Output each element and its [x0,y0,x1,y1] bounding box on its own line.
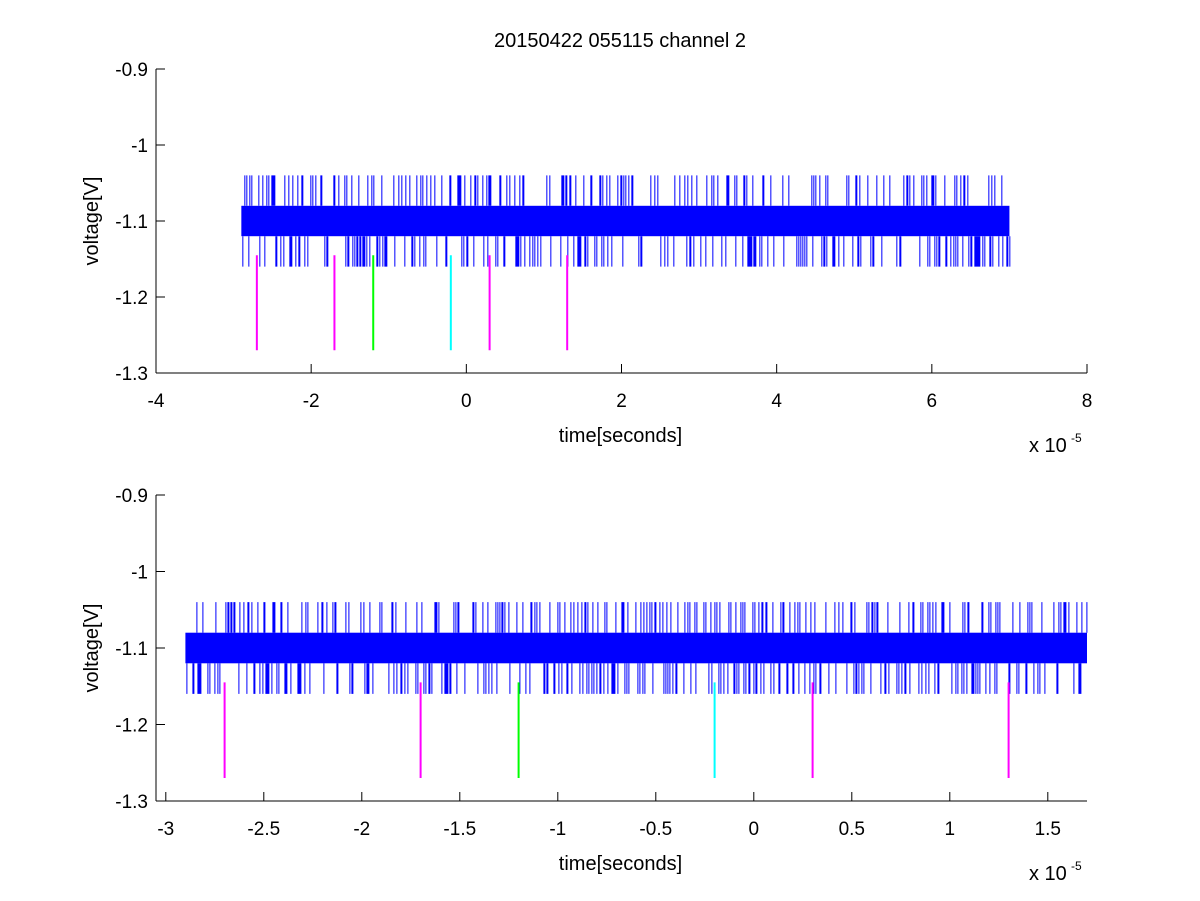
x-tick-label: -0.5 [639,819,672,840]
x-tick-label: -4 [148,391,165,412]
signal-band [185,632,1087,664]
x-tick-label: 0.5 [839,819,865,840]
x-axis-label: time[seconds] [559,425,682,447]
y-tick-label: -1.2 [115,288,148,309]
signal-series [185,602,1088,694]
x-exponent-power: -5 [1071,859,1082,873]
x-tick-label: -1.5 [443,819,476,840]
signal-series [241,175,1011,267]
y-tick-label: -0.9 [115,486,148,507]
x-tick-label: -1 [549,819,566,840]
y-axis-label: voltage[V] [81,604,103,693]
signal-spikes-down [242,236,1011,267]
x-tick-label: 4 [771,391,782,412]
top-panel: -4 -2 0 2 4 6 8 -1.3 -1.2 -1.1 -1 -0.9 time[seconds]… [81,60,1092,457]
x-exponent-base: x 10 [1029,435,1067,457]
signal-spikes-up [196,602,1088,633]
y-axis-label: voltage[V] [81,177,103,266]
signal-spikes-down [186,663,1082,694]
signal-band [241,205,1010,237]
x-tick-label: 1.5 [1035,819,1061,840]
x-exponent-power: -5 [1071,431,1082,445]
y-tick-label: -1.1 [115,639,148,660]
x-exponent-base: x 10 [1029,863,1067,885]
y-tick-label: -1.1 [115,212,148,233]
y-tick-label: -1.2 [115,716,148,737]
y-tick-label: -1.3 [115,364,148,385]
x-tick-label: 0 [749,819,760,840]
x-tick-label: -2 [353,819,370,840]
x-tick-label: 2 [616,391,627,412]
x-axis-label: time[seconds] [559,853,682,875]
bottom-panel: -3 -2.5 -2 -1.5 -1 -0.5 0 0.5 1 1.5 -1.3 -1.2 -1.1 -1… [81,486,1088,885]
x-tick-label: 0 [461,391,472,412]
figure-title: 20150422 055115 channel 2 [494,30,746,52]
y-tick-label: -1 [131,563,148,584]
x-tick-label: 8 [1082,391,1093,412]
y-tick-label: -1 [131,136,148,157]
signal-spikes-up [244,175,1003,206]
x-tick-label: 6 [927,391,938,412]
x-tick-label: -2 [303,391,320,412]
x-tick-label: 1 [945,819,956,840]
y-tick-label: -0.9 [115,60,148,81]
y-tick-label: -1.3 [115,792,148,813]
x-tick-label: -2.5 [247,819,280,840]
x-tick-label: -3 [157,819,174,840]
